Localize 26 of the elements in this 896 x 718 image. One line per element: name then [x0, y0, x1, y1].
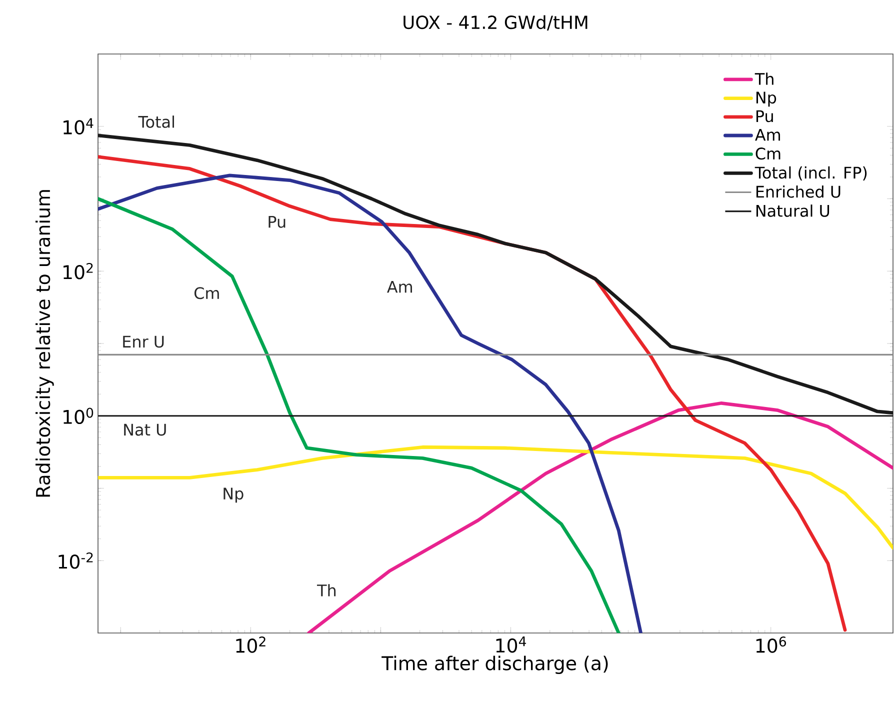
annotation: Am — [387, 280, 412, 293]
annotation: Enr U — [123, 336, 164, 348]
y-tick-label: 10$^{0}$ — [64, 408, 94, 424]
x-tick-label: 10$^{4}$ — [496, 636, 526, 653]
annotation: Np — [224, 488, 244, 503]
legend-label: Pu — [756, 110, 773, 122]
y-tick-label: 10$^{2}$ — [64, 262, 93, 280]
legend-label: Natural U — [756, 204, 830, 217]
y-axis-title: Radiotoxicity relative to uranium — [36, 190, 54, 497]
legend-label: Np — [756, 92, 776, 107]
annotation: Th — [316, 584, 336, 596]
legend-label: Enriched U — [756, 185, 840, 198]
y-tick-label: 10$^{-2}$ — [58, 552, 93, 569]
legend-label: Total (incl. FP) — [754, 166, 867, 181]
legend-label: Am — [755, 128, 780, 141]
x-tick-label: 10$^{2}$ — [236, 636, 266, 653]
legend-label: Cm — [756, 148, 780, 160]
annotation: Total — [138, 116, 174, 128]
x-axis-title: Time after discharge (a) — [382, 656, 608, 674]
annotation: Cm — [194, 287, 219, 300]
annotation: Nat U — [124, 424, 166, 436]
x-tick-label: 10$^{6}$ — [756, 636, 786, 653]
y-tick-label: 10$^{4}$ — [64, 118, 94, 134]
legend-label: Th — [754, 72, 774, 85]
chart-title: UOX - 41.2 GWd/tHM — [404, 15, 588, 31]
annotation: Pu — [268, 216, 286, 228]
